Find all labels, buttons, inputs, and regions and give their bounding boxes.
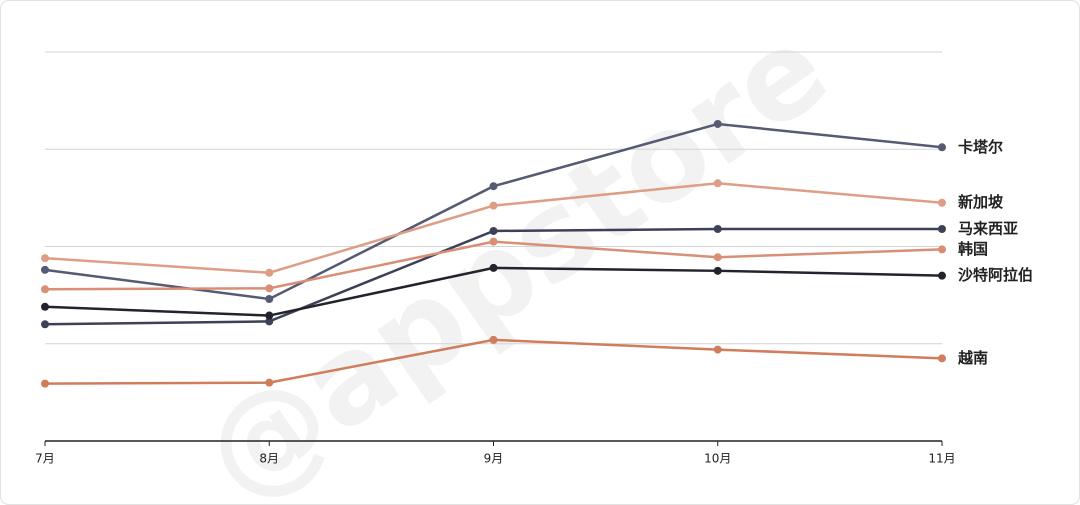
point xyxy=(41,265,49,274)
point xyxy=(938,245,946,254)
point xyxy=(41,320,49,329)
point xyxy=(489,182,498,191)
point xyxy=(265,284,274,293)
point xyxy=(489,237,498,246)
point xyxy=(938,198,946,207)
point xyxy=(265,317,274,326)
x-tick-label: 8月 xyxy=(259,452,279,466)
point xyxy=(938,354,946,363)
series-label: 沙特阿拉伯 xyxy=(958,266,1033,284)
point xyxy=(713,266,722,275)
x-tick-label: 10月 xyxy=(704,452,731,466)
point xyxy=(265,295,274,304)
point xyxy=(713,179,722,188)
x-tick-label: 11月 xyxy=(928,452,955,466)
point xyxy=(489,201,498,210)
point xyxy=(489,226,498,235)
point xyxy=(41,254,49,263)
x-tick-label: 7月 xyxy=(35,452,55,466)
point xyxy=(41,302,49,311)
point xyxy=(41,379,49,388)
series-label: 越南 xyxy=(957,349,988,367)
point xyxy=(938,271,946,280)
point xyxy=(938,224,946,233)
series-label: 韩国 xyxy=(958,240,988,258)
point xyxy=(713,253,722,262)
point xyxy=(489,335,498,344)
point xyxy=(265,268,274,277)
point xyxy=(713,224,722,233)
series-label: 新加坡 xyxy=(958,193,1003,211)
series-label: 马来西亚 xyxy=(958,219,1018,237)
point xyxy=(265,378,274,387)
point xyxy=(938,143,946,152)
series-label: 卡塔尔 xyxy=(958,138,1003,156)
point xyxy=(41,285,49,294)
x-tick-label: 9月 xyxy=(484,452,504,466)
point xyxy=(713,345,722,354)
point xyxy=(489,263,498,272)
point xyxy=(713,119,722,128)
point xyxy=(265,311,274,320)
